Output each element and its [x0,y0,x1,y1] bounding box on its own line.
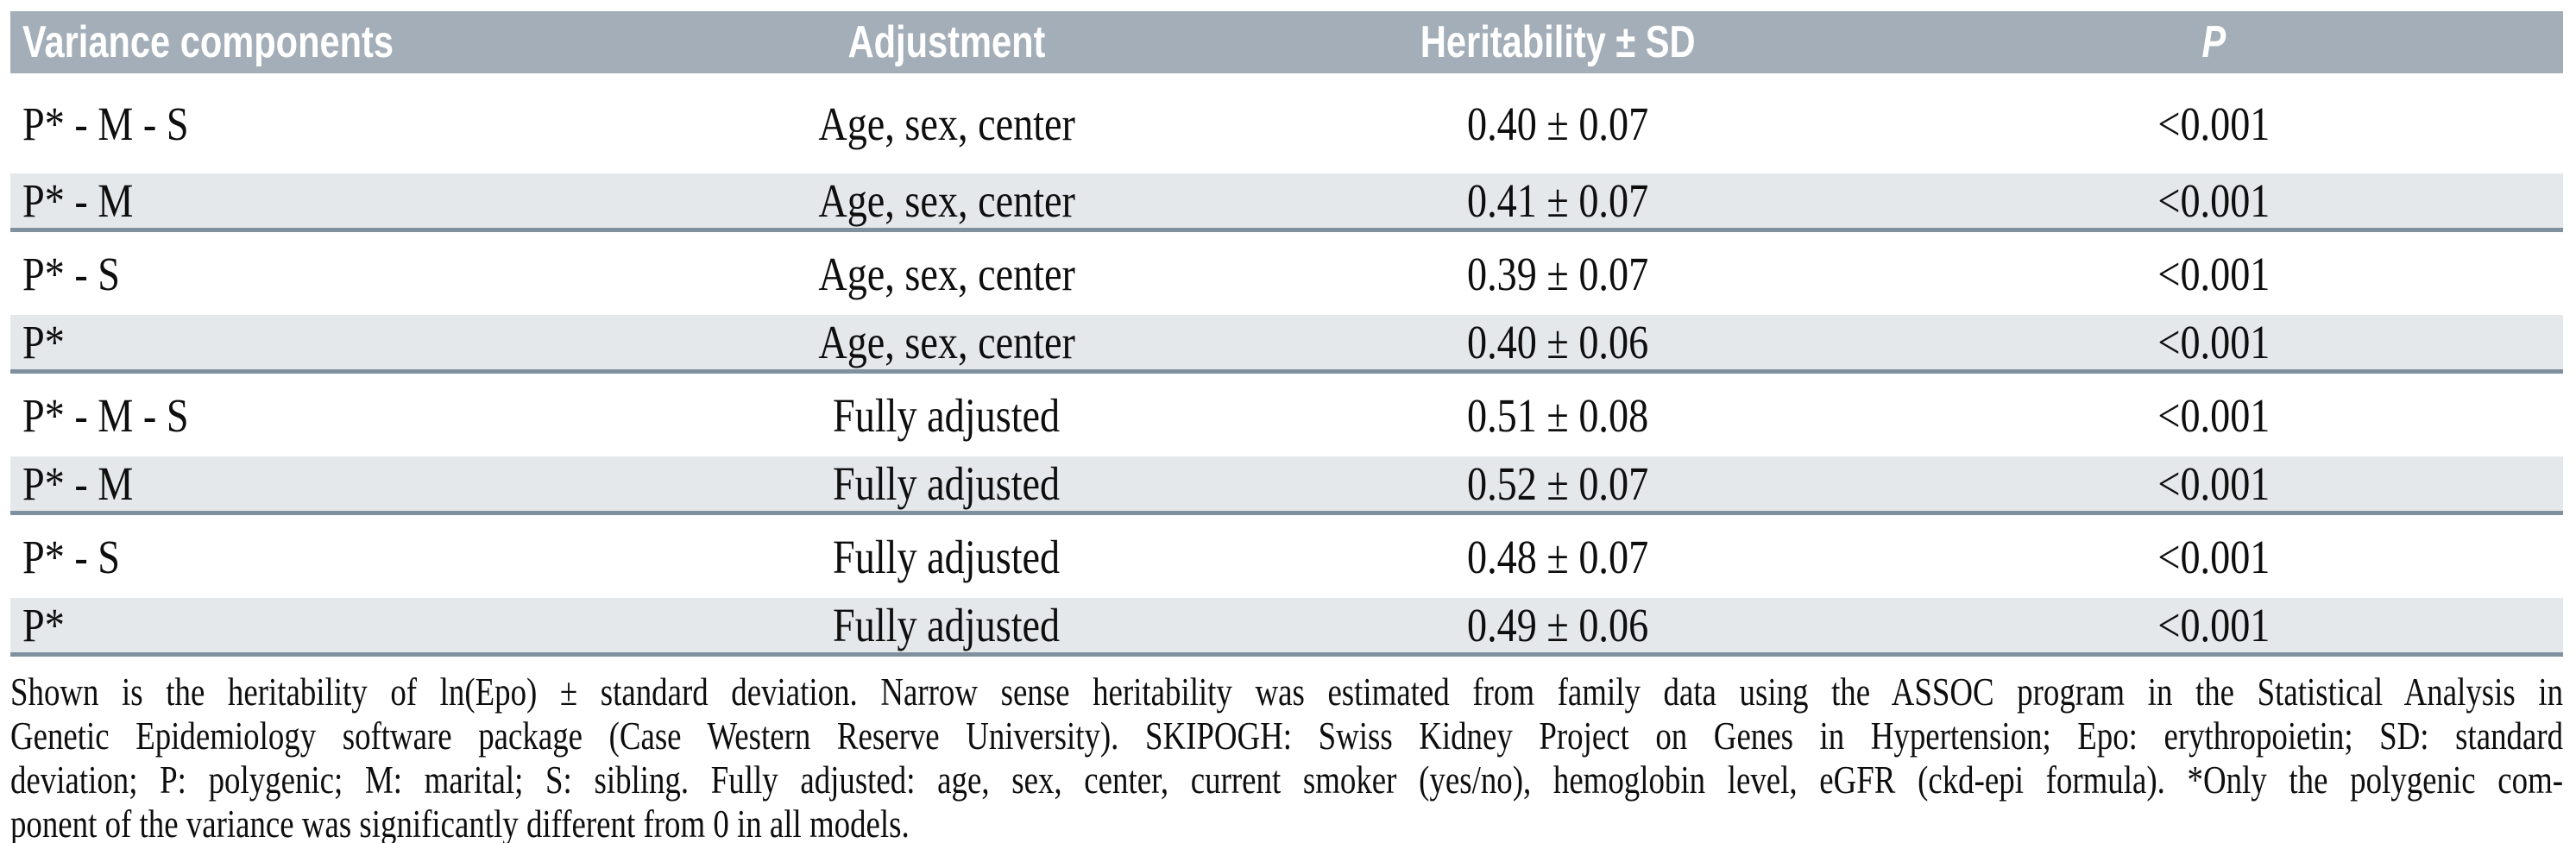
cell-heritability: 0.48 ± 0.07 [1466,530,1649,583]
cell-heritability: 0.52 ± 0.07 [1251,456,1864,513]
cell-p-value: <0.001 [2157,388,2271,442]
col-header-heritability-sd: Heritability ± SD [1251,11,1864,73]
cell-p-value: <0.001 [2157,530,2271,583]
cell-p-value: <0.001 [2157,97,2271,150]
cell-adjustment: Age, sex, center [642,315,1251,372]
cell-variance-component: P* [10,315,642,372]
cell-variance-component: P* - S [22,247,120,300]
cell-adjustment: Fully adjusted [833,388,1061,442]
cell-heritability: 0.49 ± 0.06 [1251,598,1864,655]
col-header-label: P [2201,17,2226,67]
col-header-p-value: P [1864,11,2563,73]
cell-variance-component: P* - M - S [22,388,189,442]
footnote-line: deviation; P: polygenic; M: marital; S: … [10,758,2564,802]
cell-adjustment: Fully adjusted [642,598,1251,655]
cell-adjustment: Fully adjusted [642,456,1251,513]
cell-p-value: <0.001 [1864,456,2563,513]
cell-variance-component: P* - M [10,456,642,513]
table-row: P* - M Age, sex, center 0.41 ± 0.07 <0.0… [10,173,2563,230]
col-header-adjustment: Adjustment [642,11,1251,73]
table-row: P* - M Fully adjusted 0.52 ± 0.07 <0.001 [10,456,2563,513]
cell-p-value: <0.001 [2157,247,2271,300]
col-header-label: Adjustment [847,17,1046,67]
cell-adjustment: Age, sex, center [818,97,1075,150]
cell-variance-component: P* - M - S [22,97,189,150]
table-row: P* - M - S Age, sex, center 0.40 ± 0.07 … [10,73,2563,173]
table-row: P* Fully adjusted 0.49 ± 0.06 <0.001 [10,598,2563,655]
table-footnote: Shown is the heritability of ln(Epo) ± s… [10,670,2563,843]
cell-heritability: 0.40 ± 0.07 [1466,97,1649,150]
table-row: P* - S Fully adjusted 0.48 ± 0.07 <0.001 [10,513,2563,599]
cell-heritability: 0.51 ± 0.08 [1466,388,1649,442]
table-row: P* Age, sex, center 0.40 ± 0.06 <0.001 [10,315,2563,372]
table-header-row: Variance components Adjustment Heritabil… [10,11,2563,73]
footnote-line: ponent of the variance was significantly… [10,802,910,843]
cell-adjustment: Fully adjusted [833,530,1061,583]
col-header-label: Variance components [22,17,394,67]
cell-adjustment: Age, sex, center [642,173,1251,230]
cell-p-value: <0.001 [1864,598,2563,655]
cell-variance-component: P* [10,598,642,655]
cell-heritability: 0.41 ± 0.07 [1251,173,1864,230]
col-header-label: Heritability ± SD [1420,17,1696,67]
heritability-table: Variance components Adjustment Heritabil… [10,11,2563,657]
cell-variance-component: P* - M [10,173,642,230]
col-header-variance-components: Variance components [10,11,642,73]
table-row: P* - S Age, sex, center 0.39 ± 0.07 <0.0… [10,230,2563,316]
footnote-line: Genetic Epidemiology software package (C… [10,714,2564,758]
table-row: P* - M - S Fully adjusted 0.51 ± 0.08 <0… [10,372,2563,457]
cell-p-value: <0.001 [1864,173,2563,230]
cell-p-value: <0.001 [1864,315,2563,372]
cell-heritability: 0.39 ± 0.07 [1466,247,1649,300]
cell-heritability: 0.40 ± 0.06 [1251,315,1864,372]
footnote-line: Shown is the heritability of ln(Epo) ± s… [10,670,2564,714]
cell-variance-component: P* - S [22,530,120,583]
cell-adjustment: Age, sex, center [818,247,1075,300]
